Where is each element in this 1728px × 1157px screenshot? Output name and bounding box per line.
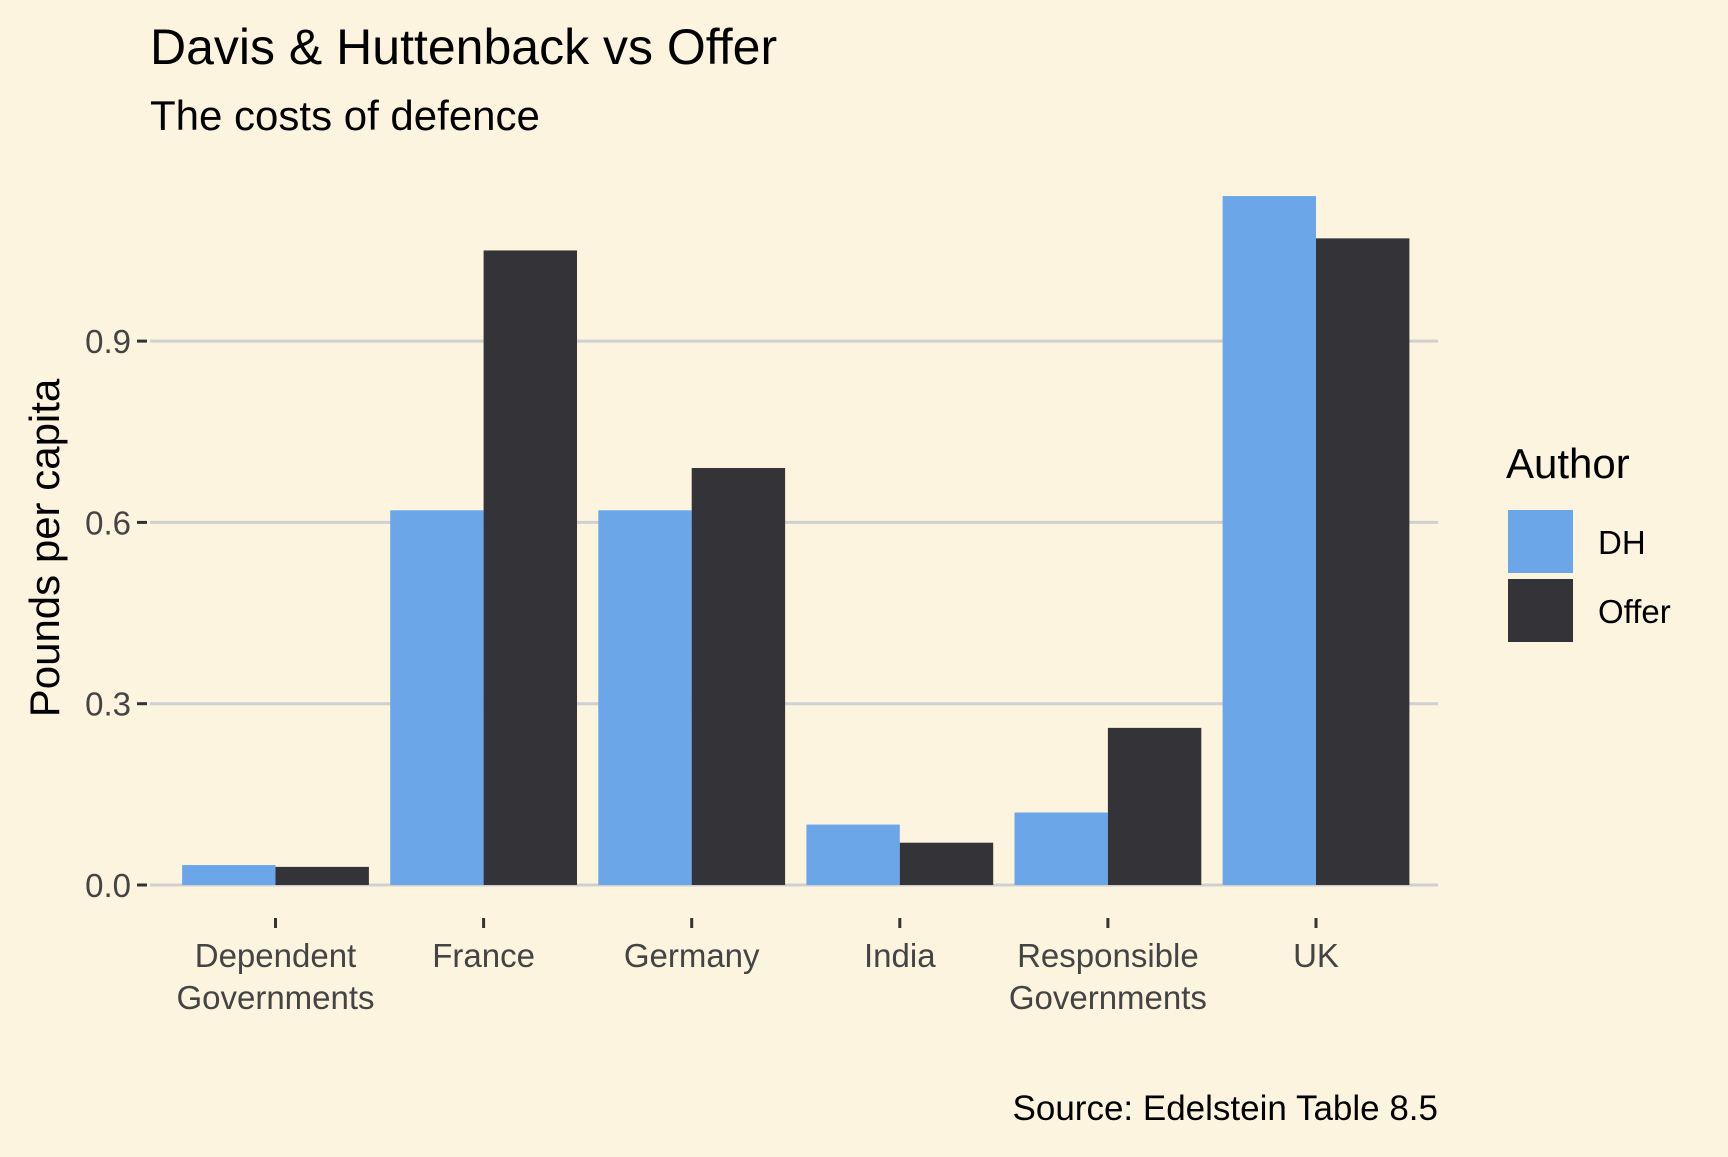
chart-caption: Source: Edelstein Table 8.5	[1013, 1089, 1438, 1128]
legend-label-offer: Offer	[1598, 593, 1671, 630]
bar-offer-4	[1107, 727, 1202, 885]
x-tick-label: Governments	[1009, 979, 1207, 1016]
x-tick-label: UK	[1293, 937, 1339, 974]
chart-title: Davis & Huttenback vs Offer	[150, 19, 777, 75]
legend-swatch-offer	[1508, 579, 1573, 642]
y-axis-label: Pounds per capita	[21, 378, 68, 717]
x-tick-label: Responsible	[1017, 937, 1199, 974]
y-tick-label: 0.0	[85, 867, 131, 904]
bar-dh-4	[1014, 812, 1108, 885]
bar-offer-0	[275, 866, 369, 885]
y-tick-label: 0.9	[85, 323, 131, 360]
x-tick-label: Dependent	[195, 937, 356, 974]
legend-label-dh: DH	[1598, 524, 1646, 561]
bar-dh-0	[182, 865, 276, 885]
y-tick-label: 0.3	[85, 686, 131, 723]
bar-offer-1	[483, 250, 577, 885]
chart-subtitle: The costs of defence	[150, 92, 540, 139]
y-axis: 0.0 0.3 0.6 0.9	[85, 323, 147, 904]
x-axis: Dependent Governments France Germany India Re…	[176, 918, 1339, 1016]
bar-dh-2	[598, 510, 692, 885]
legend-swatch-dh	[1508, 510, 1573, 573]
bar-dh-3	[806, 824, 900, 885]
legend-title: Author	[1506, 440, 1630, 487]
y-tick-label: 0.6	[85, 504, 131, 541]
bars	[182, 196, 1410, 885]
bar-dh-1	[390, 510, 484, 885]
legend: DH Offer	[1508, 510, 1671, 642]
x-tick-label: India	[864, 937, 936, 974]
bar-dh-5	[1222, 196, 1316, 885]
x-tick-label: Governments	[176, 979, 374, 1016]
bar-offer-5	[1316, 238, 1410, 885]
x-tick-label: France	[432, 937, 535, 974]
bar-offer-2	[691, 468, 786, 885]
bar-offer-3	[899, 842, 994, 885]
x-tick-label: Germany	[624, 937, 760, 974]
